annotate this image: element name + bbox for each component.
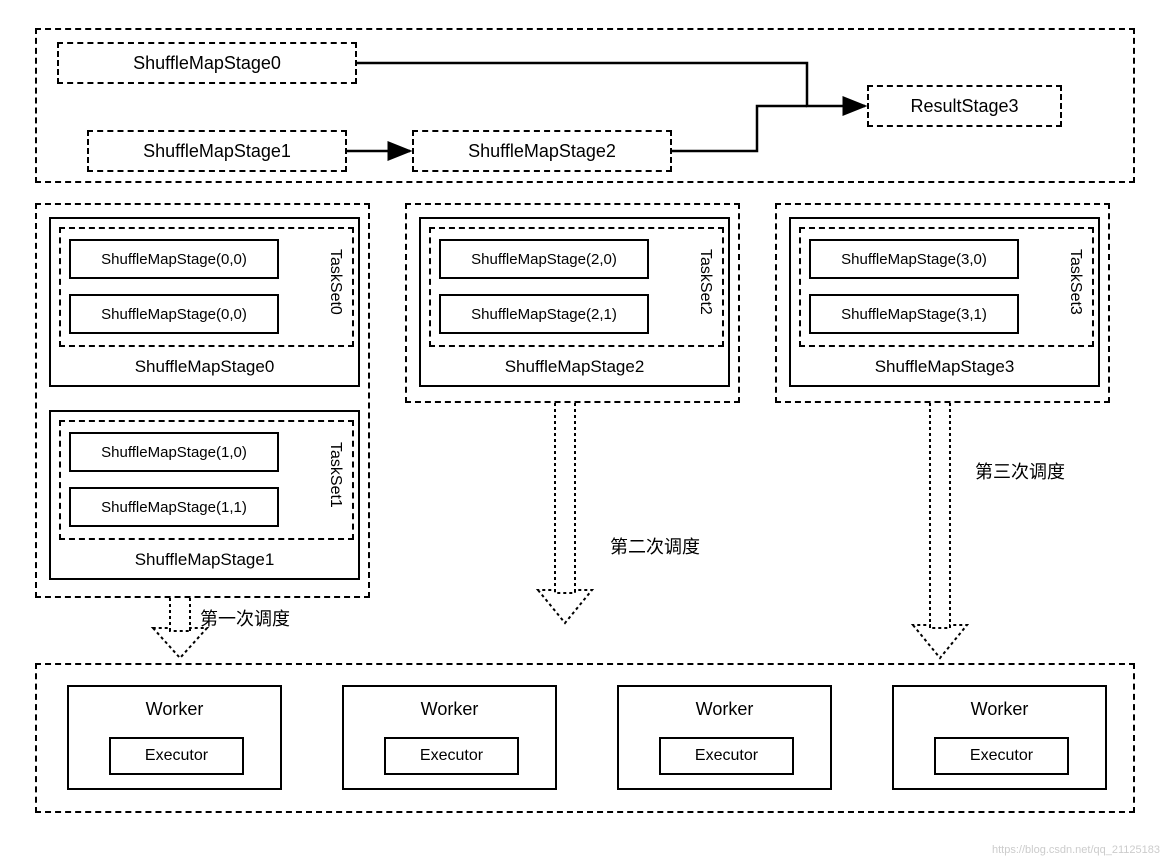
executor-1: Executor: [109, 737, 244, 775]
worker-3: Worker Executor: [617, 685, 832, 790]
workers-panel: Worker Executor Worker Executor Worker E…: [35, 663, 1135, 813]
watermark: https://blog.csdn.net/qq_21125183: [992, 844, 1160, 856]
executor-4-label: Executor: [970, 747, 1033, 765]
executor-4: Executor: [934, 737, 1069, 775]
worker-3-label: Worker: [619, 699, 830, 720]
executor-1-label: Executor: [145, 747, 208, 765]
worker-4: Worker Executor: [892, 685, 1107, 790]
worker-1-label: Worker: [69, 699, 280, 720]
worker-1: Worker Executor: [67, 685, 282, 790]
executor-3: Executor: [659, 737, 794, 775]
worker-2: Worker Executor: [342, 685, 557, 790]
worker-4-label: Worker: [894, 699, 1105, 720]
executor-3-label: Executor: [695, 747, 758, 765]
worker-2-label: Worker: [344, 699, 555, 720]
executor-2: Executor: [384, 737, 519, 775]
executor-2-label: Executor: [420, 747, 483, 765]
dotted-arrow-1: [35, 28, 1135, 728]
